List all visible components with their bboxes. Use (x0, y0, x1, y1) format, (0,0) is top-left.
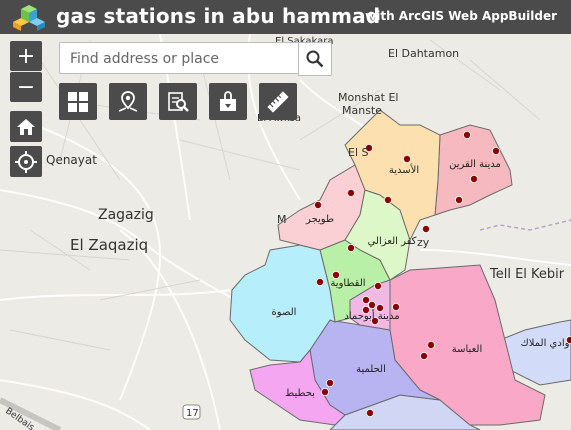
app-title: gas stations in abu hammad (56, 4, 381, 28)
district-label-abbasa: العباسة (452, 344, 482, 355)
gas-station-marker[interactable] (375, 303, 384, 312)
place-label-tell-el-kebir: Tell El Kebir (489, 267, 565, 282)
app-subtitle: with ArcGIS Web AppBuilder (365, 9, 557, 23)
place-label-manstet: Manste (342, 104, 382, 117)
gas-station-marker[interactable] (361, 295, 370, 304)
district-label-asadiya: الأسدية (389, 163, 419, 176)
search-input[interactable] (68, 48, 297, 70)
gas-station-marker[interactable] (346, 188, 355, 197)
gas-station-marker[interactable] (419, 351, 428, 360)
gas-station-marker[interactable] (313, 200, 322, 209)
district-sawa[interactable] (229, 244, 336, 363)
app-header: gas stations in abu hammad with ArcGIS W… (0, 0, 571, 34)
query-button[interactable] (159, 83, 197, 120)
district-label-kafr-ghazali: كفر العزالي (368, 236, 417, 247)
place-label-el-zaqaziq: El Zaqaziq (70, 236, 148, 254)
gas-station-marker[interactable] (315, 277, 324, 286)
home-icon (17, 118, 35, 135)
print-icon (220, 90, 236, 111)
gas-station-marker[interactable] (373, 281, 382, 290)
gas-station-marker[interactable] (491, 146, 500, 155)
road-shield (182, 404, 201, 420)
gas-station-marker[interactable] (383, 195, 392, 204)
gas-station-marker[interactable] (365, 408, 374, 417)
district-bahtit[interactable] (249, 348, 346, 426)
district-wadi-mollak[interactable] (499, 319, 571, 386)
gas-station-marker[interactable] (462, 130, 471, 139)
gas-station-marker[interactable] (402, 154, 411, 163)
district-label-sawa: الصوة (272, 307, 297, 318)
place-label-el-s: El S (348, 146, 369, 159)
district-label-tuwaijir: طويجر (305, 214, 334, 225)
search-icon (306, 50, 324, 68)
district-label-qataawiya: القطاوية (330, 278, 365, 289)
measure-button[interactable] (259, 83, 297, 120)
gas-station-marker[interactable] (469, 174, 478, 183)
zoom-out-button[interactable]: − (10, 72, 42, 102)
road-number-17: 17 (186, 408, 199, 419)
place-label-monshat: Monshat El (338, 91, 398, 104)
directions-icon (118, 90, 138, 112)
place-label-m: M (277, 213, 287, 226)
directions-button[interactable] (109, 83, 147, 120)
place-label-zy: zy (417, 236, 430, 249)
search-button[interactable] (298, 42, 332, 76)
gas-station-marker[interactable] (421, 224, 430, 233)
basemap-gallery-button[interactable] (59, 83, 97, 120)
gas-station-marker[interactable] (454, 195, 463, 204)
basemap-gallery-icon (68, 91, 88, 112)
gas-station-marker[interactable] (391, 302, 400, 311)
home-button[interactable] (10, 111, 42, 142)
gas-stations-layer (313, 130, 571, 417)
place-label-el-sakakara: El Sakakara (275, 36, 333, 47)
district-label-bahtit: بحطيط (285, 388, 315, 399)
district-asadiya[interactable] (344, 109, 441, 242)
district-label-wadi-mollak: وادي الملاك (521, 338, 570, 349)
map-view[interactable]: El Sakakara El Dahtamon Monshat El Manst… (0, 34, 571, 430)
locate-icon (15, 150, 37, 173)
place-label-zagazig: Zagazig (98, 207, 154, 223)
query-icon (168, 91, 189, 112)
district-label-helmiya: الحلمية (356, 364, 386, 375)
gas-station-marker[interactable] (426, 340, 435, 349)
gas-station-marker[interactable] (361, 305, 370, 314)
my-location-button[interactable] (10, 146, 42, 177)
district-label-abu-hammad: مدينة أبوحماد (344, 309, 399, 322)
gas-station-marker[interactable] (566, 336, 571, 344)
print-button[interactable] (209, 83, 247, 120)
app-logo-icon (13, 5, 45, 31)
place-label-qenayat: Qenayat (46, 153, 97, 167)
gas-station-marker[interactable] (364, 143, 373, 152)
gas-station-marker[interactable] (367, 300, 376, 309)
gas-station-marker[interactable] (370, 316, 379, 325)
gas-station-marker[interactable] (331, 270, 340, 279)
search-box (59, 42, 299, 74)
gas-station-marker[interactable] (346, 243, 355, 252)
zoom-in-button[interactable]: + (10, 41, 42, 71)
gas-station-marker[interactable] (325, 378, 334, 387)
gas-station-marker[interactable] (320, 387, 329, 396)
measure-icon (267, 90, 289, 113)
district-label-qurein: مدينة القرين (449, 159, 501, 170)
place-label-el-dahtamon: El Dahtamon (388, 47, 459, 60)
